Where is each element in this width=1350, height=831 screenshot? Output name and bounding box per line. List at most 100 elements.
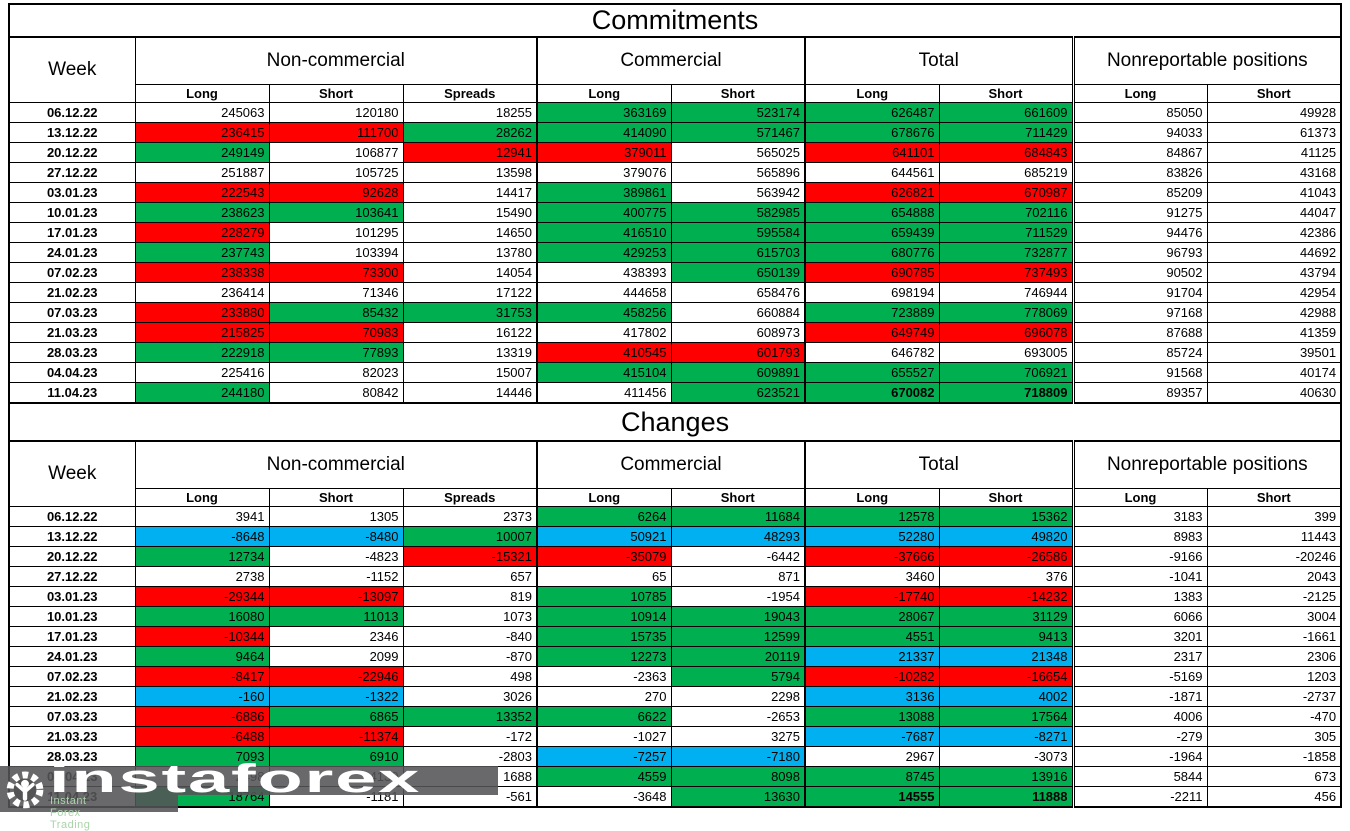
value-cell: 13352 <box>402 706 538 727</box>
value-cell: -17740 <box>804 586 940 607</box>
value-cell: 644561 <box>804 162 940 183</box>
value-cell: 228279 <box>134 222 270 243</box>
value-cell: 41125 <box>1206 142 1342 163</box>
group-header-commercial: Commercial <box>536 36 806 85</box>
table-row: 03.01.23 222543 92628 14417 389861 563942 6268… <box>8 182 1342 203</box>
table-row: 28.03.23 222918 77893 13319 410545 601793 6467… <box>8 342 1342 363</box>
value-cell: 39501 <box>1206 342 1342 363</box>
value-cell: -14232 <box>938 586 1074 607</box>
value-cell: 3941 <box>134 506 270 527</box>
cot-table: Commitments Week Non-commercial Commerci… <box>7 3 1343 808</box>
value-cell: 16122 <box>402 322 538 343</box>
table-row: 21.02.23 -160 -1322 3026 270 2298 3136 4002 -187… <box>8 686 1342 707</box>
value-cell: -3073 <box>938 746 1074 767</box>
group-header-nonreportable: Nonreportable positions <box>1071 36 1342 85</box>
value-cell: 43168 <box>1206 162 1342 183</box>
week-cell: 04.04.23 <box>8 362 136 383</box>
value-cell: 20119 <box>670 646 806 667</box>
value-cell: 4559 <box>536 766 672 787</box>
value-cell: 9413 <box>938 626 1074 647</box>
value-cell: 2298 <box>670 686 806 707</box>
value-cell: 11443 <box>1206 526 1342 547</box>
value-cell: 601793 <box>670 342 806 363</box>
value-cell: 654888 <box>804 202 940 223</box>
watermark-background-strip <box>178 766 498 795</box>
week-cell: 13.12.22 <box>8 122 136 143</box>
week-cell: 28.03.23 <box>8 342 136 363</box>
value-cell: -5169 <box>1071 666 1208 687</box>
value-cell: 42954 <box>1206 282 1342 303</box>
value-cell: 10914 <box>536 606 672 627</box>
value-cell: 41359 <box>1206 322 1342 343</box>
week-cell: 06.12.22 <box>8 102 136 123</box>
value-cell: 706921 <box>938 362 1074 383</box>
week-cell: 20.12.22 <box>8 142 136 163</box>
table-row: 21.03.23 -6488 -11374 -172 -1027 3275 -7687 -82… <box>8 726 1342 747</box>
value-cell: 71346 <box>268 282 404 303</box>
value-cell: 678676 <box>804 122 940 143</box>
week-cell: 21.03.23 <box>8 322 136 343</box>
value-cell: 673 <box>1206 766 1342 787</box>
value-cell: -10344 <box>134 626 270 647</box>
table-row: 24.01.23 9464 2099 -870 12273 20119 21337 21348… <box>8 646 1342 667</box>
value-cell: 685219 <box>938 162 1074 183</box>
value-cell: -37666 <box>804 546 940 567</box>
table-row: 07.03.23 233880 85432 31753 458256 660884 7238… <box>8 302 1342 323</box>
table-row: 13.12.22 236415 111700 28262 414090 571467 678… <box>8 122 1342 143</box>
value-cell: 91275 <box>1071 202 1208 223</box>
value-cell: 565896 <box>670 162 806 183</box>
value-cell: -7180 <box>670 746 806 767</box>
value-cell: 222918 <box>134 342 270 363</box>
value-cell: 31129 <box>938 606 1074 627</box>
value-cell: 14446 <box>402 382 538 404</box>
value-cell: 85432 <box>268 302 404 323</box>
group-header-noncommercial: Non-commercial <box>134 440 538 489</box>
subheader-nc-short: Short <box>268 84 404 103</box>
value-cell: 244180 <box>134 382 270 404</box>
table-row: 21.02.23 236414 71346 17122 444658 658476 6981… <box>8 282 1342 303</box>
value-cell: -1027 <box>536 726 672 747</box>
value-cell: 626821 <box>804 182 940 203</box>
value-cell: 657 <box>402 566 538 587</box>
value-cell: 660884 <box>670 302 806 323</box>
value-cell: 456 <box>1206 786 1342 808</box>
value-cell: 13630 <box>670 786 806 808</box>
week-cell: 27.12.22 <box>8 566 136 587</box>
value-cell: 379076 <box>536 162 672 183</box>
subheader-t-short: Short <box>938 488 1074 507</box>
table-row: 07.02.23 -8417 -22946 498 -2363 5794 -10282 -16… <box>8 666 1342 687</box>
subheader-nc-long: Long <box>134 84 270 103</box>
value-cell: 11684 <box>670 506 806 527</box>
week-cell: 11.04.23 <box>8 382 136 404</box>
value-cell: 12273 <box>536 646 672 667</box>
value-cell: 101295 <box>268 222 404 243</box>
value-cell: 17122 <box>402 282 538 303</box>
value-cell: 10007 <box>402 526 538 547</box>
table-row: 17.01.23 -10344 2346 -840 15735 12599 4551 9413… <box>8 626 1342 647</box>
value-cell: 690785 <box>804 262 940 283</box>
value-cell: 90502 <box>1071 262 1208 283</box>
value-cell: 1073 <box>402 606 538 627</box>
value-cell: 2738 <box>134 566 270 587</box>
value-cell: 251887 <box>134 162 270 183</box>
value-cell: 40174 <box>1206 362 1342 383</box>
value-cell: 49928 <box>1206 102 1342 123</box>
value-cell: 28067 <box>804 606 940 627</box>
table-row: 11.04.2318764-1181-561-36481363014555118… <box>8 786 1342 808</box>
value-cell: 14417 <box>402 182 538 203</box>
value-cell: 595584 <box>670 222 806 243</box>
subheader-nc-long: Long <box>134 488 270 507</box>
value-cell: 1383 <box>1071 586 1208 607</box>
value-cell: 77893 <box>268 342 404 363</box>
value-cell: 12599 <box>670 626 806 647</box>
changes-title: Changes <box>7 402 1343 442</box>
value-cell: 3460 <box>804 566 940 587</box>
group-header-nonreportable: Nonreportable positions <box>1071 440 1342 489</box>
value-cell: 31753 <box>402 302 538 323</box>
value-cell: 3026 <box>402 686 538 707</box>
value-cell: 52280 <box>804 526 940 547</box>
value-cell: -6442 <box>670 546 806 567</box>
value-cell: 21348 <box>938 646 1074 667</box>
value-cell: 83826 <box>1071 162 1208 183</box>
value-cell: 245063 <box>134 102 270 123</box>
